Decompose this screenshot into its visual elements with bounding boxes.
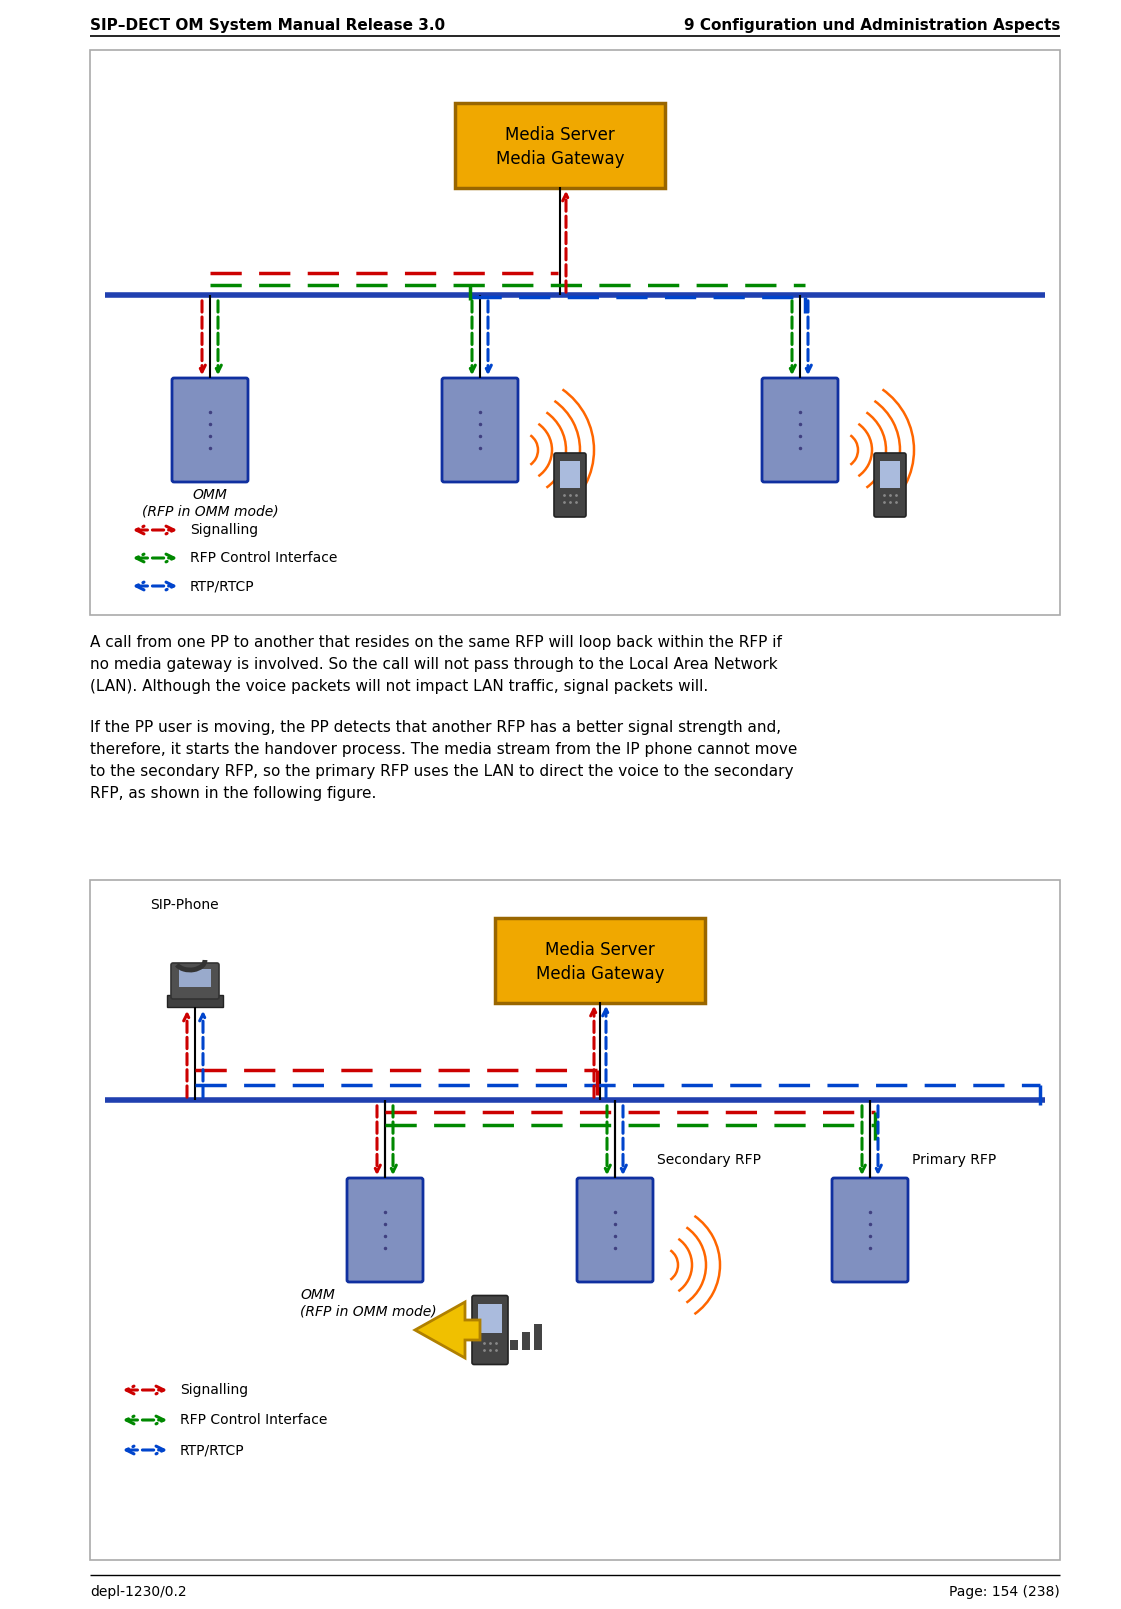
- Text: RTP/RTCP: RTP/RTCP: [189, 579, 254, 594]
- Bar: [167, 994, 223, 1007]
- Text: to the secondary RFP, so the primary RFP uses the LAN to direct the voice to the: to the secondary RFP, so the primary RFP…: [90, 764, 794, 779]
- Text: If the PP user is moving, the PP detects that another RFP has a better signal st: If the PP user is moving, the PP detects…: [90, 719, 781, 735]
- Bar: [455, 103, 665, 188]
- Text: RFP Control Interface: RFP Control Interface: [180, 1413, 327, 1427]
- FancyBboxPatch shape: [472, 1295, 508, 1364]
- Text: RFP Control Interface: RFP Control Interface: [189, 550, 337, 565]
- Bar: [534, 1324, 541, 1350]
- Bar: [90, 880, 1060, 1561]
- Bar: [90, 50, 1060, 615]
- Bar: [510, 1340, 518, 1350]
- FancyBboxPatch shape: [172, 964, 219, 999]
- Bar: [560, 462, 580, 488]
- Text: Signalling: Signalling: [189, 523, 258, 537]
- Bar: [522, 1332, 530, 1350]
- FancyBboxPatch shape: [832, 1178, 908, 1282]
- Text: Primary RFP: Primary RFP: [912, 1154, 997, 1167]
- FancyBboxPatch shape: [577, 1178, 654, 1282]
- FancyBboxPatch shape: [874, 454, 906, 516]
- Text: Media Gateway: Media Gateway: [495, 150, 624, 167]
- Text: Secondary RFP: Secondary RFP: [657, 1154, 761, 1167]
- Polygon shape: [415, 1302, 480, 1358]
- Bar: [880, 462, 900, 488]
- Text: Page: 154 (238): Page: 154 (238): [949, 1585, 1060, 1599]
- FancyBboxPatch shape: [348, 1178, 423, 1282]
- FancyBboxPatch shape: [762, 378, 839, 483]
- Text: Media Server: Media Server: [545, 941, 655, 959]
- Text: RTP/RTCP: RTP/RTCP: [180, 1443, 244, 1458]
- FancyBboxPatch shape: [554, 454, 586, 516]
- Text: OMM
(RFP in OMM mode): OMM (RFP in OMM mode): [300, 1287, 436, 1318]
- Text: RFP, as shown in the following figure.: RFP, as shown in the following figure.: [90, 787, 377, 801]
- Text: 9 Configuration und Administration Aspects: 9 Configuration und Administration Aspec…: [684, 18, 1060, 34]
- Text: SIP–DECT OM System Manual Release 3.0: SIP–DECT OM System Manual Release 3.0: [90, 18, 445, 34]
- Text: (LAN). Although the voice packets will not impact LAN traffic, signal packets wi: (LAN). Although the voice packets will n…: [90, 679, 708, 693]
- Text: SIP-Phone: SIP-Phone: [150, 898, 219, 912]
- Text: Signalling: Signalling: [180, 1384, 248, 1397]
- Text: depl-1230/0.2: depl-1230/0.2: [90, 1585, 186, 1599]
- Text: Media Gateway: Media Gateway: [536, 965, 665, 983]
- Text: therefore, it starts the handover process. The media stream from the IP phone ca: therefore, it starts the handover proces…: [90, 742, 797, 756]
- Text: OMM
(RFP in OMM mode): OMM (RFP in OMM mode): [141, 488, 278, 518]
- Bar: [179, 969, 211, 986]
- Text: Media Server: Media Server: [506, 126, 615, 143]
- Bar: [495, 917, 705, 1002]
- Text: A call from one PP to another that resides on the same RFP will loop back within: A call from one PP to another that resid…: [90, 636, 781, 650]
- Bar: [478, 1303, 502, 1332]
- FancyBboxPatch shape: [442, 378, 518, 483]
- FancyBboxPatch shape: [172, 378, 248, 483]
- Text: no media gateway is involved. So the call will not pass through to the Local Are: no media gateway is involved. So the cal…: [90, 656, 778, 673]
